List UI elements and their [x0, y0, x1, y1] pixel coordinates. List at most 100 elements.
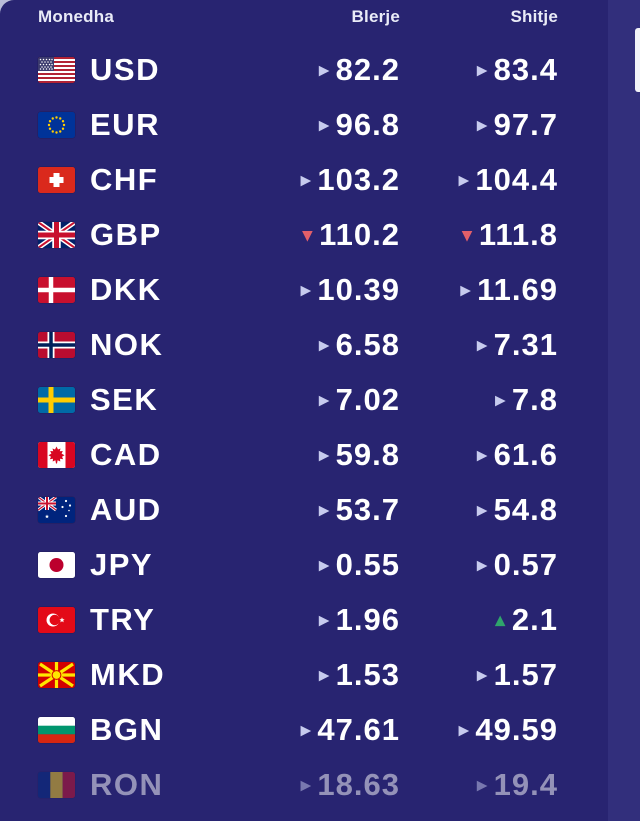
- buy-value: 47.61: [317, 711, 400, 747]
- sell-value: 49.59: [475, 711, 558, 747]
- right-triangle-icon: ▸: [477, 500, 488, 521]
- right-triangle-icon: ▸: [319, 60, 330, 81]
- scrollbar-thumb[interactable]: [635, 28, 640, 92]
- buy-cell: ▸ 59.8: [240, 437, 400, 473]
- right-triangle-icon: ▸: [495, 390, 506, 411]
- sell-value: 7.8: [511, 381, 558, 417]
- sell-cell: ▸ 104.4: [400, 162, 558, 198]
- right-triangle-icon: ▸: [458, 170, 470, 191]
- buy-cell: ▸ 103.2: [240, 162, 400, 198]
- try-flag-icon: [38, 606, 75, 633]
- column-header-sell: Shitje: [510, 7, 558, 26]
- rates-table: USD ▸ 82.2 ▸ 83.4 EUR ▸ 96.8 ▸ 97.7 CHF …: [0, 34, 640, 812]
- currency-code: TRY: [90, 601, 156, 637]
- sell-cell: ▸ 19.4: [400, 767, 558, 803]
- buy-value: 0.55: [335, 546, 400, 582]
- sell-cell: ▾ 111.8: [400, 217, 558, 253]
- sell-cell: ▸ 83.4: [400, 52, 558, 88]
- currency-row-usd: USD ▸ 82.2 ▸ 83.4: [0, 42, 640, 97]
- sell-cell: ▸ 0.57: [400, 547, 558, 583]
- right-triangle-icon: ▸: [477, 665, 488, 686]
- right-triangle-icon: ▸: [319, 665, 330, 686]
- buy-cell: ▸ 6.58: [240, 327, 400, 363]
- right-triangle-icon: ▸: [300, 775, 312, 796]
- right-triangle-icon: ▸: [319, 335, 330, 356]
- currency-code: BGN: [90, 711, 164, 747]
- buy-cell: ▸ 1.96: [240, 602, 400, 638]
- right-triangle-icon: ▸: [319, 390, 330, 411]
- buy-value: 1.96: [335, 601, 400, 637]
- currency-row-bgn: BGN ▸ 47.61 ▸ 49.59: [0, 702, 640, 757]
- sell-cell: ▸ 1.57: [400, 657, 558, 693]
- sell-cell: ▸ 7.8: [400, 382, 558, 418]
- sell-cell: ▸ 11.69: [400, 272, 558, 308]
- sell-cell: ▸ 49.59: [400, 712, 558, 748]
- sell-value: 111.8: [478, 216, 558, 252]
- currency-row-ron: RON ▸ 18.63 ▸ 19.4: [0, 757, 640, 812]
- cad-flag-icon: [38, 441, 75, 468]
- currency-row-chf: CHF ▸ 103.2 ▸ 104.4: [0, 152, 640, 207]
- buy-value: 7.02: [335, 381, 400, 417]
- sell-value: 61.6: [493, 436, 558, 472]
- bgn-flag-icon: [38, 716, 75, 743]
- right-triangle-icon: ▸: [477, 60, 488, 81]
- buy-value: 110.2: [319, 216, 400, 252]
- currency-code: NOK: [90, 326, 164, 362]
- buy-cell: ▸ 53.7: [240, 492, 400, 528]
- sell-value: 7.31: [493, 326, 558, 362]
- currency-row-mkd: MKD ▸ 1.53 ▸ 1.57: [0, 647, 640, 702]
- buy-value: 18.63: [317, 766, 400, 802]
- currency-code: AUD: [90, 491, 162, 527]
- sell-value: 11.69: [477, 271, 558, 307]
- sell-value: 1.57: [493, 656, 558, 692]
- buy-cell: ▸ 47.61: [240, 712, 400, 748]
- right-triangle-icon: ▸: [319, 610, 330, 631]
- currency-row-try: TRY ▸ 1.96 ▴ 2.1: [0, 592, 640, 647]
- right-triangle-icon: ▸: [300, 280, 312, 301]
- currency-code: RON: [90, 766, 164, 802]
- currency-code: GBP: [90, 216, 162, 252]
- currency-row-gbp: GBP ▾ 110.2 ▾ 111.8: [0, 207, 640, 262]
- buy-value: 53.7: [335, 491, 400, 527]
- right-triangle-icon: ▸: [319, 445, 330, 466]
- column-header-buy: Blerje: [351, 7, 400, 26]
- currency-row-cad: CAD ▸ 59.8 ▸ 61.6: [0, 427, 640, 482]
- up-triangle-icon: ▴: [495, 610, 506, 631]
- buy-value: 96.8: [335, 106, 400, 142]
- currency-code: MKD: [90, 656, 166, 692]
- buy-cell: ▸ 10.39: [240, 272, 400, 308]
- sell-cell: ▴ 2.1: [400, 602, 558, 638]
- right-triangle-icon: ▸: [477, 335, 488, 356]
- currency-code: SEK: [90, 381, 159, 417]
- right-triangle-icon: ▸: [300, 170, 312, 191]
- sell-cell: ▸ 54.8: [400, 492, 558, 528]
- aud-flag-icon: [38, 496, 75, 523]
- currency-row-aud: AUD ▸ 53.7 ▸ 54.8: [0, 482, 640, 537]
- sell-value: 54.8: [493, 491, 558, 527]
- jpy-flag-icon: [38, 551, 75, 578]
- buy-cell: ▸ 82.2: [240, 52, 400, 88]
- right-triangle-icon: ▸: [458, 720, 470, 741]
- currency-code: CAD: [90, 436, 162, 472]
- dkk-flag-icon: [38, 276, 75, 303]
- currency-code: EUR: [90, 106, 160, 142]
- right-triangle-icon: ▸: [477, 555, 488, 576]
- sek-flag-icon: [38, 386, 75, 413]
- nok-flag-icon: [38, 331, 75, 358]
- column-header-currency: Monedha: [38, 7, 115, 26]
- sell-value: 97.7: [493, 106, 558, 142]
- currency-row-eur: EUR ▸ 96.8 ▸ 97.7: [0, 97, 640, 152]
- currency-code: JPY: [90, 546, 154, 582]
- right-triangle-icon: ▸: [477, 115, 488, 136]
- sell-value: 0.57: [493, 546, 558, 582]
- right-triangle-icon: ▸: [477, 445, 488, 466]
- right-triangle-icon: ▸: [300, 720, 312, 741]
- buy-cell: ▸ 1.53: [240, 657, 400, 693]
- currency-code: USD: [90, 51, 160, 87]
- mkd-flag-icon: [38, 661, 75, 688]
- currency-row-jpy: JPY ▸ 0.55 ▸ 0.57: [0, 537, 640, 592]
- right-gutter: [608, 0, 640, 821]
- down-triangle-icon: ▾: [302, 225, 314, 246]
- chf-flag-icon: [38, 166, 75, 193]
